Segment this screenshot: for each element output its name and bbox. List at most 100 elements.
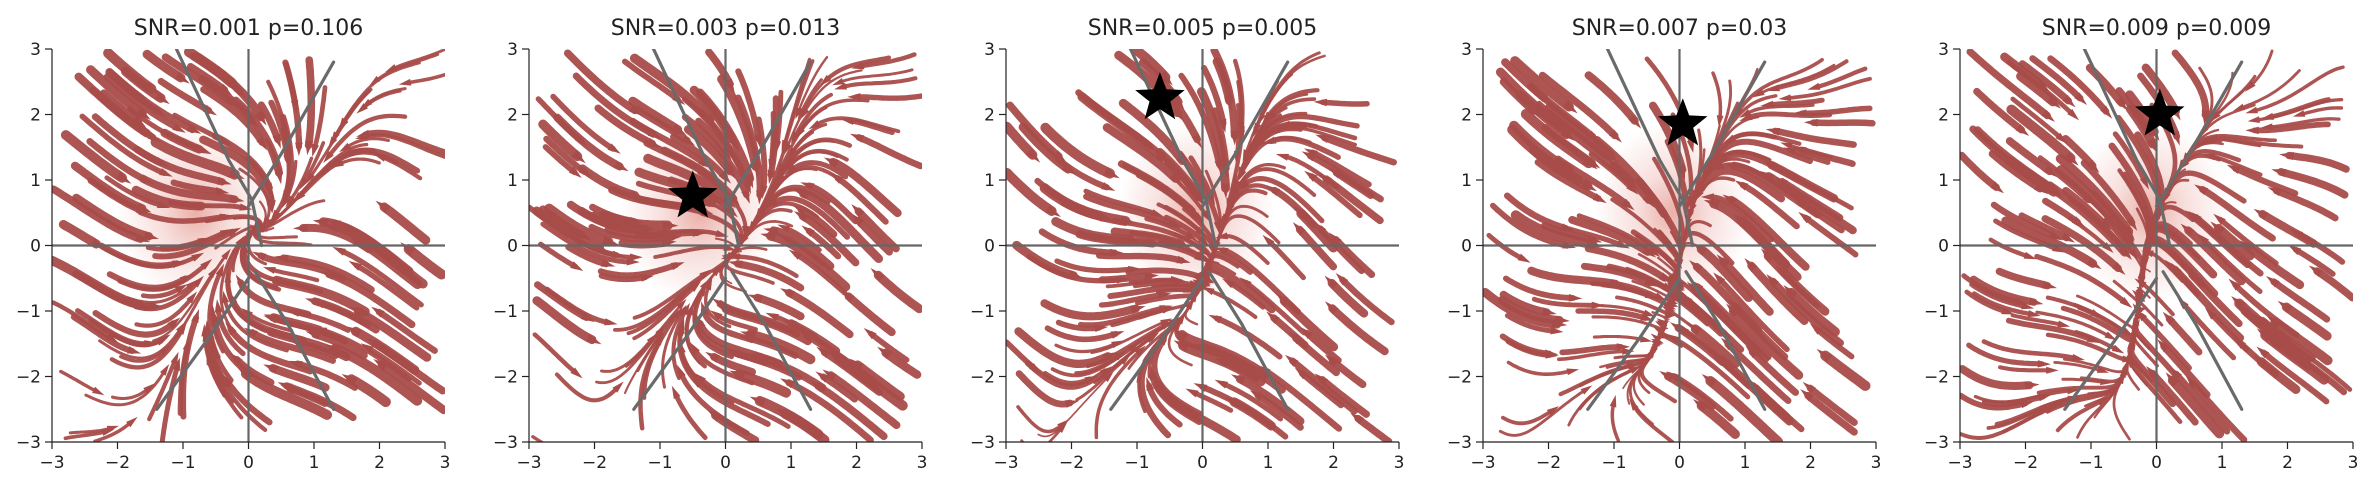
- streamline-arrow: [2042, 280, 2058, 289]
- streamline: [829, 157, 902, 218]
- streamline: [2267, 117, 2341, 129]
- streamline-arrow: [332, 246, 346, 256]
- panel-4: −3 −2 −1 0 1 2 3 3 2 1 0 −1 −2 −3 SNR=0.007 p=0.03: [1447, 16, 1881, 473]
- streamline: [1584, 245, 1669, 282]
- streamline: [820, 373, 858, 403]
- streamline: [248, 329, 336, 364]
- streamline-arrow: [1111, 340, 1124, 349]
- streamline-arrow: [174, 71, 190, 84]
- streamline: [661, 146, 738, 203]
- streamline: [785, 379, 874, 442]
- streamline-arrow: [2061, 232, 2076, 243]
- streamline-arrow: [305, 298, 321, 307]
- streamline-arrow: [1127, 342, 1140, 353]
- streamline-arrow: [285, 195, 296, 208]
- streamline: [1490, 202, 1570, 249]
- streamline: [670, 133, 728, 180]
- streamline: [771, 313, 819, 340]
- streamline-arrow: [1266, 185, 1281, 196]
- x-tick-label: 1: [309, 453, 320, 473]
- streamline-arrow: [661, 230, 677, 240]
- streamline-arrow: [202, 104, 218, 116]
- streamline-arrow: [1258, 126, 1271, 139]
- streamline-arrow: [1238, 129, 1246, 143]
- nullcline-4: [1207, 270, 1290, 411]
- panel-5: −3 −2 −1 0 1 2 3 3 2 1 0 −1 −2 −3 SNR=0.009 p=0.009: [1924, 16, 2358, 473]
- streamline-arrow: [2118, 245, 2133, 260]
- streamline: [803, 331, 879, 387]
- streamline-arrow: [1752, 88, 1765, 98]
- streamline-arrow: [607, 143, 621, 154]
- streamline-arrow: [689, 341, 700, 355]
- streamline-arrow: [222, 290, 230, 304]
- streamline-arrow: [1770, 164, 1784, 174]
- streamline-arrow: [288, 360, 304, 369]
- streamline: [2232, 282, 2300, 338]
- streamline: [2199, 186, 2276, 242]
- streamline-arrow: [1194, 252, 1208, 263]
- y-tick-label: −2: [16, 368, 41, 388]
- streamline-arrow: [2164, 259, 2177, 272]
- streamline: [550, 93, 616, 152]
- streamline: [199, 135, 275, 208]
- streamline: [846, 117, 895, 136]
- panel-1: −3 −2 −1 0 1 2 3 3 2 1 0 −1 −2 −3 SNR=0.001 p=0.106: [16, 16, 450, 473]
- streamline: [1806, 384, 1858, 426]
- streamline-arrow: [1211, 246, 1219, 259]
- nullcline-1: [1605, 49, 1695, 248]
- y-tick-label: 2: [507, 106, 518, 126]
- streamline: [283, 159, 298, 203]
- x-tick-label: −1: [1124, 453, 1149, 473]
- streamline-arrow: [101, 429, 115, 436]
- streamline-arrow: [2024, 381, 2040, 390]
- streamline: [269, 267, 320, 283]
- streamline-arrow: [801, 225, 815, 237]
- streamline: [767, 95, 780, 178]
- streamline-arrow: [1275, 153, 1289, 161]
- streamline: [365, 87, 407, 106]
- streamline: [1804, 391, 1858, 436]
- streamline: [2045, 295, 2098, 316]
- streamline-arrow: [346, 326, 362, 338]
- streamline-arrow: [1745, 345, 1759, 359]
- streamline: [104, 175, 165, 208]
- streamline-arrow: [1700, 193, 1714, 201]
- streamline-arrow: [1214, 379, 1229, 389]
- panel-3: −3 −2 −1 0 1 2 3 3 2 1 0 −1 −2 −3 SNR=0.005 p=0.005: [970, 16, 1404, 473]
- streamline: [84, 369, 167, 407]
- streamline-arrow: [1284, 354, 1299, 367]
- streamline-arrow: [1231, 188, 1241, 201]
- streamline: [1308, 173, 1363, 219]
- streamline: [1988, 150, 2044, 193]
- streamline-arrow: [727, 260, 743, 269]
- plot-area: [52, 49, 445, 442]
- streamline: [1149, 371, 1203, 425]
- streamline-arrow: [2292, 110, 2306, 117]
- streamline-arrow: [1146, 376, 1154, 392]
- streamline: [1083, 193, 1177, 228]
- streamline: [2165, 315, 2203, 356]
- streamline-arrow: [1242, 149, 1250, 162]
- streamline-arrow: [798, 330, 814, 342]
- streamline: [1796, 198, 1845, 234]
- streamline-arrow: [1103, 372, 1114, 383]
- streamline: [353, 235, 423, 290]
- streamline: [344, 136, 390, 150]
- streamline: [2142, 235, 2219, 297]
- nullcline-4: [1684, 270, 1767, 411]
- streamline-arrow: [2157, 339, 2170, 353]
- streamline-arrow: [225, 321, 237, 336]
- streamline-arrow: [2260, 112, 2274, 120]
- streamline-arrow: [748, 221, 757, 233]
- y-tick-label: −2: [493, 368, 518, 388]
- streamline-arrow: [1807, 82, 1821, 90]
- streamline: [803, 69, 863, 114]
- streamline: [157, 77, 213, 114]
- streamline: [1204, 169, 1222, 224]
- nullcline-2: [1677, 60, 1767, 208]
- streamline-arrow: [1544, 349, 1559, 358]
- streamline-arrow: [1798, 212, 1812, 224]
- streamline: [840, 76, 918, 90]
- streamline-arrow: [1778, 94, 1792, 102]
- streamline: [1132, 280, 1197, 289]
